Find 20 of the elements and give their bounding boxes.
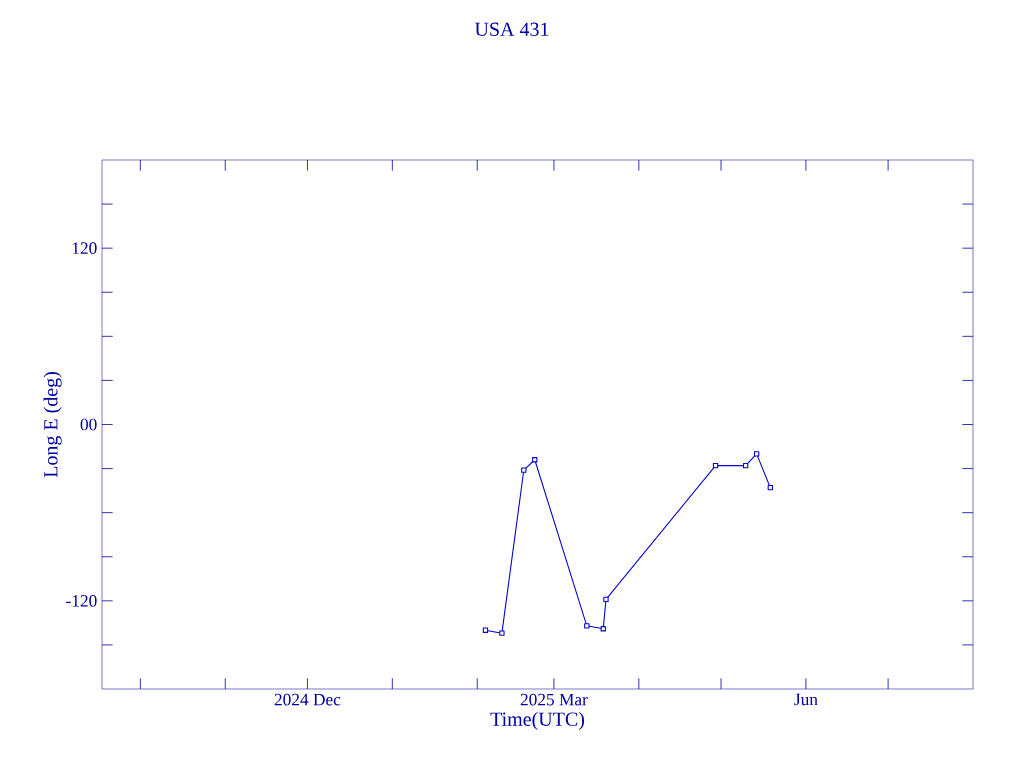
point	[767, 485, 773, 491]
x-tick-label: 2024 Dec	[274, 693, 341, 706]
point	[482, 627, 489, 633]
x-axis-title: Time(UTC)	[490, 711, 585, 731]
x-tick-label: Jun	[794, 693, 818, 706]
y-tick-label: 120	[72, 242, 97, 255]
point	[521, 467, 527, 473]
y-tick-label: -120	[66, 594, 97, 607]
y-tick-label: 00	[80, 418, 97, 431]
point	[532, 457, 538, 463]
point	[712, 462, 719, 469]
point	[600, 626, 606, 632]
chart-title: USA 431	[474, 22, 549, 37]
x-tick-label: 2025 Mar	[520, 693, 588, 706]
point	[603, 596, 609, 603]
point	[499, 630, 505, 636]
point	[743, 462, 749, 469]
point	[584, 623, 590, 629]
point	[753, 451, 760, 457]
y-axis-title: Long E (deg)	[43, 372, 62, 478]
